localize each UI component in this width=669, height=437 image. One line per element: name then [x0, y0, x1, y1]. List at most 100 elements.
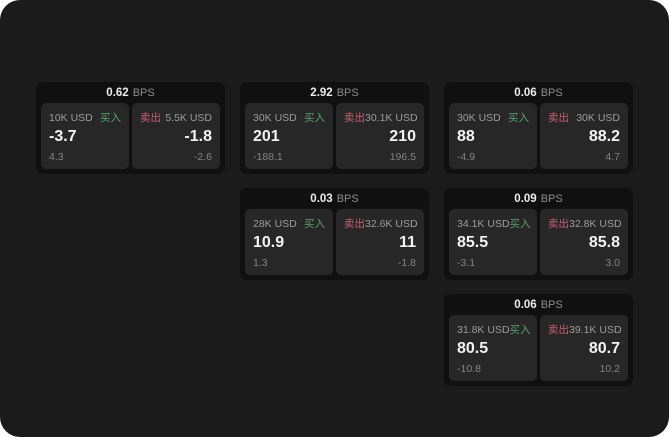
sell-panel-header: 卖出 32.8K USD — [548, 216, 622, 231]
buy-price: 10.9 — [253, 234, 285, 251]
quote-card-body: 28K USD 买入 10.9 1.3 卖出 32.6K USD 11 -1.8 — [245, 209, 424, 275]
sell-sub-value: 4.7 — [605, 151, 620, 163]
spread-value: 0.03 — [310, 192, 333, 205]
quote-card: 2.92 BPS 30K USD 买入 201 -188.1 卖出 30.1K … — [240, 82, 429, 174]
sell-side-label: 卖出 — [140, 112, 161, 124]
sell-panel-header: 卖出 30K USD — [548, 110, 620, 125]
sell-price: 88.2 — [588, 128, 620, 145]
spread-unit-label: BPS — [336, 192, 359, 205]
spread-unit-label: BPS — [336, 86, 359, 99]
buy-panel-header: 28K USD 买入 — [253, 216, 325, 231]
quote-card: 0.62 BPS 10K USD 买入 -3.7 4.3 卖出 5.5K USD… — [36, 82, 225, 174]
sell-price: 210 — [389, 128, 416, 145]
buy-side-label: 买入 — [100, 112, 121, 124]
buy-panel-header: 10K USD 买入 — [49, 110, 121, 125]
sell-quote-panel[interactable]: 卖出 30K USD 88.2 4.7 — [540, 103, 628, 169]
buy-panel-header: 31.8K USD 买入 — [457, 322, 531, 337]
quote-card-body: 30K USD 买入 88 -4.9 卖出 30K USD 88.2 4.7 — [449, 103, 628, 169]
buy-amount: 30K USD — [457, 111, 501, 124]
buy-sub-value: -3.1 — [457, 257, 476, 269]
quote-card: 0.06 BPS 30K USD 买入 88 -4.9 卖出 30K USD 8… — [444, 82, 633, 174]
buy-amount: 30K USD — [253, 111, 297, 124]
quotes-grid: 0.62 BPS 10K USD 买入 -3.7 4.3 卖出 5.5K USD… — [36, 82, 633, 386]
sell-side-label: 卖出 — [548, 218, 569, 230]
buy-panel-header: 30K USD 买入 — [457, 110, 529, 125]
sell-side-label: 卖出 — [548, 324, 569, 336]
spread-unit-label: BPS — [540, 192, 563, 205]
buy-side-label: 买入 — [508, 112, 529, 124]
spread-unit-label: BPS — [132, 86, 155, 99]
spread-unit-label: BPS — [540, 86, 563, 99]
buy-amount: 10K USD — [49, 111, 93, 124]
buy-quote-panel[interactable]: 30K USD 买入 88 -4.9 — [449, 103, 537, 169]
buy-quote-panel[interactable]: 30K USD 买入 201 -188.1 — [245, 103, 333, 169]
sell-amount: 30K USD — [576, 111, 620, 124]
buy-quote-panel[interactable]: 28K USD 买入 10.9 1.3 — [245, 209, 333, 275]
sell-sub-value: -1.8 — [397, 257, 416, 269]
buy-side-label: 买入 — [304, 112, 325, 124]
spread-value: 0.06 — [514, 86, 537, 99]
buy-sub-value: -10.8 — [457, 363, 481, 375]
sell-quote-panel[interactable]: 卖出 30.1K USD 210 196.5 — [336, 103, 424, 169]
spread-header: 0.06 BPS — [449, 294, 628, 315]
sell-quote-panel[interactable]: 卖出 32.8K USD 85.8 3.0 — [540, 209, 628, 275]
spread-header: 0.09 BPS — [449, 188, 628, 209]
sell-price: -1.8 — [184, 128, 212, 145]
sell-amount: 32.8K USD — [569, 217, 622, 230]
spread-value: 2.92 — [310, 86, 333, 99]
sell-amount: 39.1K USD — [569, 323, 622, 336]
sell-sub-value: 3.0 — [605, 257, 620, 269]
sell-price: 11 — [399, 234, 416, 251]
sell-amount: 30.1K USD — [365, 111, 418, 124]
quote-card-body: 30K USD 买入 201 -188.1 卖出 30.1K USD 210 1… — [245, 103, 424, 169]
buy-price: -3.7 — [49, 128, 77, 145]
quote-card: 0.09 BPS 34.1K USD 买入 85.5 -3.1 卖出 32.8K… — [444, 188, 633, 280]
buy-sub-value: -4.9 — [457, 151, 476, 163]
sell-quote-panel[interactable]: 卖出 39.1K USD 80.7 10.2 — [540, 315, 628, 381]
sell-sub-value: 10.2 — [599, 363, 620, 375]
buy-side-label: 买入 — [304, 218, 325, 230]
buy-panel-header: 30K USD 买入 — [253, 110, 325, 125]
spread-value: 0.62 — [106, 86, 129, 99]
sell-amount: 5.5K USD — [165, 111, 212, 124]
spread-header: 0.06 BPS — [449, 82, 628, 103]
buy-side-label: 买入 — [509, 218, 531, 230]
sell-sub-value: -2.6 — [193, 151, 212, 163]
quote-card-body: 10K USD 买入 -3.7 4.3 卖出 5.5K USD -1.8 -2.… — [41, 103, 220, 169]
buy-quote-panel[interactable]: 10K USD 买入 -3.7 4.3 — [41, 103, 129, 169]
sell-amount: 32.6K USD — [365, 217, 418, 230]
buy-sub-value: 4.3 — [49, 151, 64, 163]
quote-card-body: 31.8K USD 买入 80.5 -10.8 卖出 39.1K USD 80.… — [449, 315, 628, 381]
buy-side-label: 买入 — [509, 324, 531, 336]
spread-value: 0.06 — [514, 298, 537, 311]
sell-price: 80.7 — [588, 340, 620, 357]
buy-amount: 31.8K USD — [457, 323, 510, 336]
sell-side-label: 卖出 — [344, 218, 365, 230]
sell-quote-panel[interactable]: 卖出 5.5K USD -1.8 -2.6 — [132, 103, 220, 169]
sell-sub-value: 196.5 — [389, 151, 416, 163]
sell-panel-header: 卖出 39.1K USD — [548, 322, 622, 337]
spread-value: 0.09 — [514, 192, 537, 205]
buy-amount: 34.1K USD — [457, 217, 510, 230]
buy-quote-panel[interactable]: 31.8K USD 买入 80.5 -10.8 — [449, 315, 537, 381]
quote-card: 0.06 BPS 31.8K USD 买入 80.5 -10.8 卖出 39.1… — [444, 294, 633, 386]
buy-panel-header: 34.1K USD 买入 — [457, 216, 531, 231]
buy-quote-panel[interactable]: 34.1K USD 买入 85.5 -3.1 — [449, 209, 537, 275]
sell-side-label: 卖出 — [344, 112, 365, 124]
quote-card: 0.03 BPS 28K USD 买入 10.9 1.3 卖出 32.6K US… — [240, 188, 429, 280]
spread-header: 0.62 BPS — [41, 82, 220, 103]
sell-panel-header: 卖出 32.6K USD — [344, 216, 418, 231]
buy-price: 201 — [253, 128, 280, 145]
sell-quote-panel[interactable]: 卖出 32.6K USD 11 -1.8 — [336, 209, 424, 275]
sell-side-label: 卖出 — [548, 112, 569, 124]
spread-header: 0.03 BPS — [245, 188, 424, 209]
sell-panel-header: 卖出 5.5K USD — [140, 110, 212, 125]
buy-sub-value: -188.1 — [253, 151, 283, 163]
spread-header: 2.92 BPS — [245, 82, 424, 103]
buy-price: 80.5 — [457, 340, 489, 357]
buy-sub-value: 1.3 — [253, 257, 268, 269]
sell-panel-header: 卖出 30.1K USD — [344, 110, 418, 125]
spread-unit-label: BPS — [540, 298, 563, 311]
